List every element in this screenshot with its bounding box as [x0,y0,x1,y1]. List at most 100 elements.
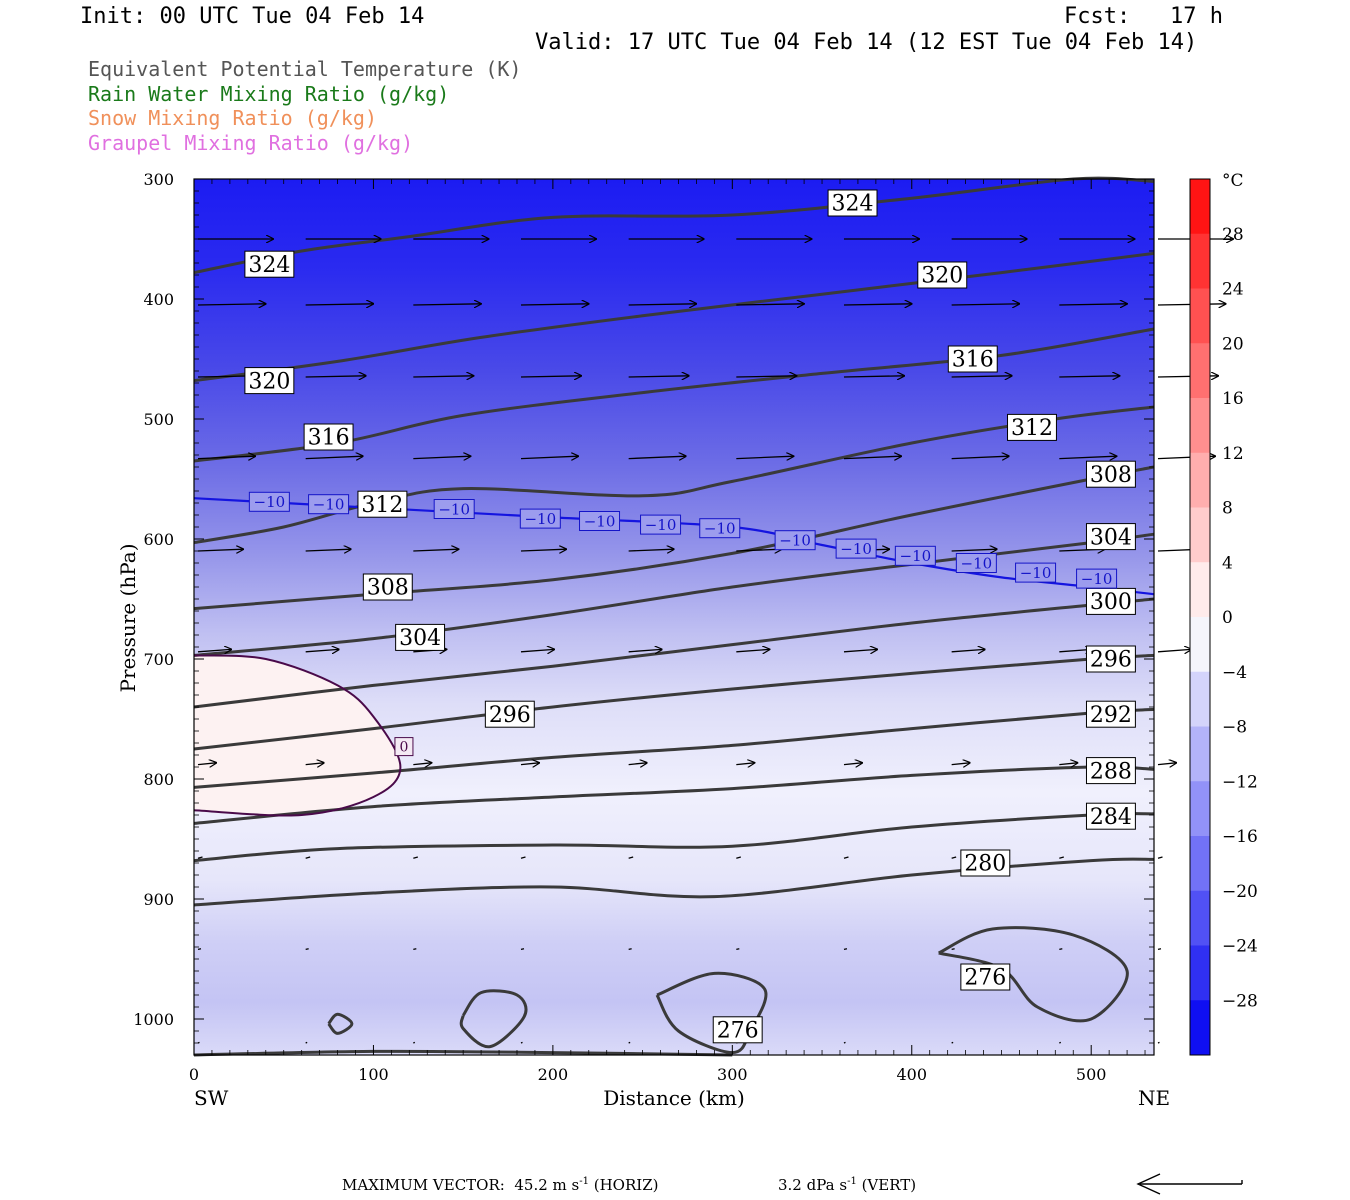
wind-vector [1059,304,1127,305]
contour-label: −10 [519,508,561,529]
contour-label-box [712,1016,763,1044]
wind-vector [1059,376,1119,377]
wind-vector [843,376,904,377]
contour-label: −10 [248,491,290,512]
wind-vector [413,456,470,458]
y-tick-label: 300 [143,170,174,189]
contour-label-text: −10 [961,554,993,572]
contour-label-box [955,553,997,573]
contour-label-box [640,514,682,535]
colorbar-label: −4 [1222,663,1247,683]
contour-label: 320 [244,367,295,395]
contour-label-box [774,530,816,551]
contour-label-text: 0 [399,740,408,756]
wind-vector [843,456,901,458]
wind-vector [951,549,997,551]
wind-vector [628,304,697,305]
contour-label-box [947,345,998,373]
wind-vector [736,948,740,951]
contour-label-text: −10 [438,500,470,518]
x-tick-label: 100 [358,1065,389,1084]
contour-label-box [1085,757,1136,785]
contour-label-text: 292 [1090,703,1132,728]
contour-label-box [1085,802,1136,830]
theta-e-contour-280 [193,857,1155,907]
wind-vector [951,376,1012,377]
wind-vector [413,763,431,765]
contour-label: 316 [947,345,998,373]
wind-vector [520,856,526,859]
theta-e-contour-320 [193,251,1155,383]
x-tick-label: 300 [717,1065,748,1084]
colorbar-label: 0 [1222,608,1233,628]
wind-vector [951,856,957,859]
wind-vector [197,948,202,951]
wind-vector [628,549,674,551]
colorbar-label: 12 [1222,444,1244,464]
wind-vector [736,376,796,377]
contour-label-box [244,367,295,395]
contour-label: 324 [827,189,878,217]
temperature-shading [194,179,1154,1055]
wind-vector [197,304,266,305]
wind-vector [843,1041,846,1044]
wind-vector [1157,948,1162,951]
wind-vector [628,456,686,458]
contour-label-text: 324 [832,192,874,217]
contour-label-box [1085,700,1136,728]
vert-label: 3.2 dPa s [778,1176,848,1194]
colorbar-segment [1190,398,1210,454]
wind-vector [1157,1041,1160,1044]
wind-vectors [197,239,1233,1044]
colorbar-segment [1190,452,1210,508]
ne-label: NE [1138,1086,1170,1110]
contour-label-box [894,545,936,566]
wind-vector [520,376,581,377]
contour-label: 308 [1085,460,1136,488]
axes: 300 400 500 600 700 800 900 1000 0 100 200 300 400 50… [116,170,1170,1110]
wind-vector [1157,856,1163,859]
wind-vector [305,549,351,551]
contour-label-box [519,508,561,529]
wind-vector [520,304,589,305]
contour-label-text: 324 [248,253,290,278]
contour-label: −10 [640,514,682,535]
y-tick-label: 500 [143,410,174,429]
contour-label-text: −10 [1020,564,1052,582]
y-tick-label: 700 [143,650,174,669]
contour-label-text: −10 [254,493,286,511]
x-axis-label: Distance (km) [603,1086,745,1110]
colorbar-segment [1190,617,1210,673]
contour-label-box [827,189,878,217]
colorbar-label: 4 [1222,553,1233,573]
contour-label-box [1015,562,1057,583]
colorbar-segment [1190,890,1210,946]
contour-label: −10 [1076,568,1118,589]
colorbar-label: −28 [1222,991,1258,1011]
wind-vector [628,376,689,377]
colorbar-segment [1190,671,1210,727]
max-vector-horiz: MAXIMUM VECTOR: 45.2 m s-1 (HORIZ) [342,1176,658,1194]
theta-e-contour-304 [193,532,1155,657]
colorbar-segment [1190,726,1210,782]
valid-time: Valid: 17 UTC Tue 04 Feb 14 (12 EST Tue … [535,30,1198,55]
y-tick-label: 900 [143,890,174,909]
contour-label: 288 [1085,757,1136,785]
contour-label: 320 [917,261,968,289]
contour-label: −10 [955,553,997,573]
max-vector-exponent: -1 [579,1176,589,1187]
wind-vector [1059,1041,1062,1044]
colorbar-label: 28 [1222,225,1244,245]
colorbar-label: −24 [1222,937,1258,957]
contour-label-text: −10 [524,510,556,528]
contour-label-box [1085,523,1136,551]
colorbar-segment [1190,507,1210,563]
wind-vector [413,376,473,377]
colorbar-segment [1190,1000,1210,1056]
contour-label-text: 288 [1090,759,1132,784]
max-vector-vert: 3.2 dPa s-1 (VERT) [778,1176,916,1194]
contour-label: 312 [357,490,408,518]
contour-label-text: 312 [1011,416,1053,441]
contour-label-text: −10 [840,540,872,558]
wind-vector [628,856,634,859]
